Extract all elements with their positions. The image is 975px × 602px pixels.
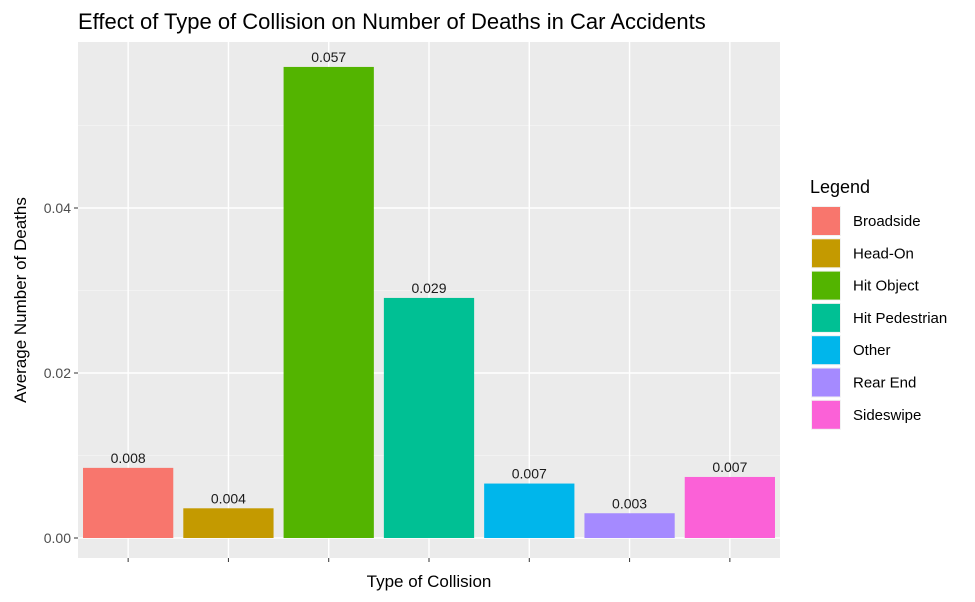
legend-swatch — [812, 239, 840, 268]
legend-swatch — [812, 207, 840, 235]
bar-hit-pedestrian — [383, 297, 475, 538]
data-label: 0.004 — [211, 490, 246, 506]
data-label: 0.057 — [311, 49, 346, 65]
legend-label: Hit Object — [853, 278, 920, 295]
data-label: 0.029 — [411, 280, 446, 296]
bar-other — [484, 483, 575, 538]
y-axis: 0.00 0.02 0.04 — [44, 200, 731, 562]
legend-label: Rear End — [853, 375, 916, 392]
legend-label: Other — [853, 342, 891, 359]
data-labels: 0.008 0.004 0.057 0.029 0.007 0.003 0.007 — [111, 49, 748, 511]
legend: Legend Broadside Head-On Hit Object Hit Ped… — [810, 177, 947, 430]
legend-swatch — [812, 400, 840, 429]
legend-label: Head-On — [853, 245, 914, 262]
legend-swatch — [812, 336, 840, 365]
legend-label: Sideswipe — [853, 407, 921, 424]
chart-title: Effect of Type of Collision on Number of… — [78, 9, 706, 34]
bar-sideswipe — [684, 476, 775, 538]
y-tick-label: 0.02 — [44, 365, 71, 381]
legend-label: Hit Pedestrian — [853, 310, 947, 327]
y-tick-label: 0.04 — [44, 200, 71, 216]
data-label: 0.007 — [512, 466, 547, 482]
legend-label: Broadside — [853, 213, 921, 230]
legend-swatch — [812, 303, 840, 332]
y-axis-label: Average Number of Deaths — [11, 197, 30, 403]
legend-swatch — [812, 368, 840, 397]
bar-broadside — [83, 467, 174, 538]
data-label: 0.003 — [612, 495, 647, 511]
bar-head-on — [183, 508, 274, 538]
bar-hit-object — [283, 66, 374, 539]
bars — [83, 66, 775, 539]
data-label: 0.008 — [111, 450, 146, 466]
x-axis-label: Type of Collision — [367, 572, 492, 591]
legend-title: Legend — [810, 177, 870, 197]
y-tick-label: 0.00 — [44, 530, 71, 546]
legend-swatch — [812, 271, 840, 300]
data-label: 0.007 — [712, 459, 747, 475]
bar-rear-end — [584, 513, 675, 538]
